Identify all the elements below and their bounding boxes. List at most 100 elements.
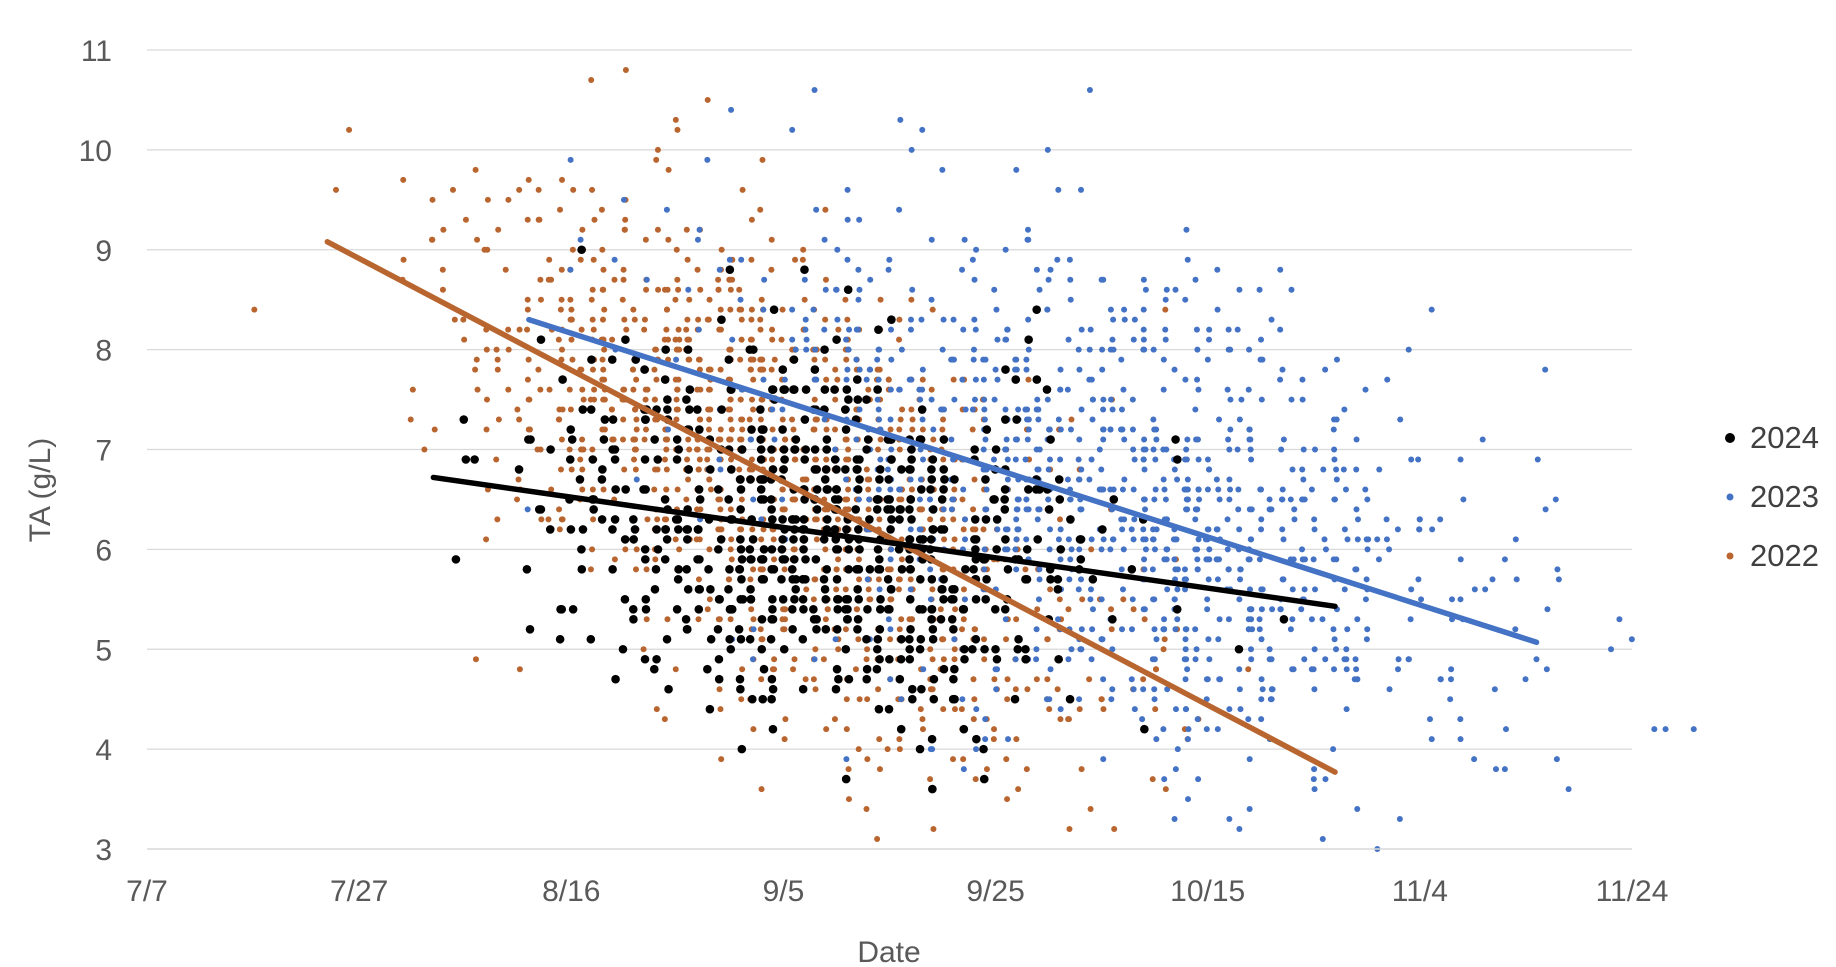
data-point: [994, 336, 1001, 343]
data-point: [843, 456, 850, 463]
data-point: [672, 116, 679, 123]
data-point: [1013, 536, 1020, 543]
data-point: [1067, 276, 1074, 283]
data-point: [864, 696, 871, 703]
data-point: [597, 475, 607, 484]
data-point: [920, 456, 927, 463]
data-point: [621, 335, 630, 344]
data-point: [980, 376, 987, 383]
data-point: [811, 656, 818, 663]
data-point: [895, 586, 902, 593]
data-point: [865, 565, 875, 574]
data-point: [1333, 646, 1340, 653]
data-point: [643, 566, 650, 573]
data-point: [558, 466, 565, 473]
data-point: [778, 595, 788, 604]
data-point: [908, 684, 917, 694]
data-point: [745, 634, 755, 644]
data-point: [535, 366, 542, 373]
data-point: [738, 416, 745, 423]
data-point: [459, 415, 469, 424]
data-point: [483, 346, 490, 353]
data-point: [1224, 516, 1231, 523]
data-point: [600, 486, 607, 493]
data-point: [1087, 806, 1094, 813]
data-point: [983, 506, 990, 513]
data-point: [1174, 616, 1181, 623]
data-point: [1448, 666, 1455, 673]
data-point: [950, 496, 957, 503]
data-point: [704, 606, 711, 613]
data-point: [556, 506, 563, 513]
data-point: [1024, 406, 1031, 413]
data-point: [726, 256, 733, 263]
data-point: [1354, 536, 1361, 543]
data-point: [1128, 676, 1135, 683]
data-point: [918, 605, 927, 614]
data-point: [907, 326, 914, 333]
data-point: [621, 316, 628, 323]
data-point: [863, 435, 873, 444]
data-point: [930, 826, 937, 833]
data-point: [1195, 776, 1202, 783]
data-point: [1121, 306, 1128, 313]
data-point: [1353, 436, 1360, 443]
data-point: [725, 265, 735, 275]
data-point: [1151, 546, 1158, 553]
data-point: [769, 305, 779, 314]
data-point: [1129, 426, 1136, 433]
data-point: [558, 375, 567, 384]
data-point: [591, 386, 598, 393]
data-point: [716, 266, 723, 273]
data-point: [589, 486, 596, 493]
data-point: [1279, 614, 1289, 624]
data-point: [451, 316, 458, 323]
data-point: [771, 356, 778, 363]
data-point: [1555, 576, 1562, 583]
data-point: [905, 465, 914, 474]
data-point: [1182, 676, 1189, 683]
data-point: [853, 436, 860, 443]
data-point: [672, 455, 682, 464]
data-point: [1288, 396, 1295, 403]
data-point: [1141, 616, 1148, 623]
data-point: [980, 636, 987, 643]
data-point: [1344, 536, 1351, 543]
data-point: [1248, 506, 1255, 513]
data-point: [1012, 436, 1019, 443]
data-point: [1363, 636, 1370, 643]
data-point: [548, 486, 555, 493]
data-point: [1153, 426, 1160, 433]
data-point: [823, 456, 830, 463]
data-point: [1000, 505, 1010, 514]
data-point: [1078, 626, 1085, 633]
data-point: [589, 366, 596, 373]
data-point: [1194, 376, 1201, 383]
data-point: [799, 535, 809, 544]
data-point: [1364, 546, 1371, 553]
data-point: [1310, 776, 1317, 783]
data-point: [886, 585, 896, 594]
data-point: [940, 506, 947, 513]
y-tick-label: 4: [95, 734, 112, 767]
data-point: [1690, 726, 1697, 733]
data-point: [1118, 566, 1125, 573]
data-point: [983, 486, 990, 493]
data-point: [970, 506, 977, 513]
data-point: [524, 506, 531, 513]
data-point: [644, 516, 651, 523]
data-point: [654, 226, 661, 233]
data-point: [1553, 756, 1560, 763]
data-point: [704, 316, 711, 323]
data-point: [716, 456, 723, 463]
data-point: [1089, 416, 1096, 423]
data-point: [472, 166, 479, 173]
data-point: [927, 465, 936, 474]
data-point: [862, 664, 872, 674]
data-point: [929, 586, 936, 593]
data-point: [608, 565, 617, 574]
data-point: [832, 545, 841, 554]
data-point: [768, 595, 777, 604]
data-point: [1279, 576, 1286, 583]
data-point: [768, 515, 777, 524]
